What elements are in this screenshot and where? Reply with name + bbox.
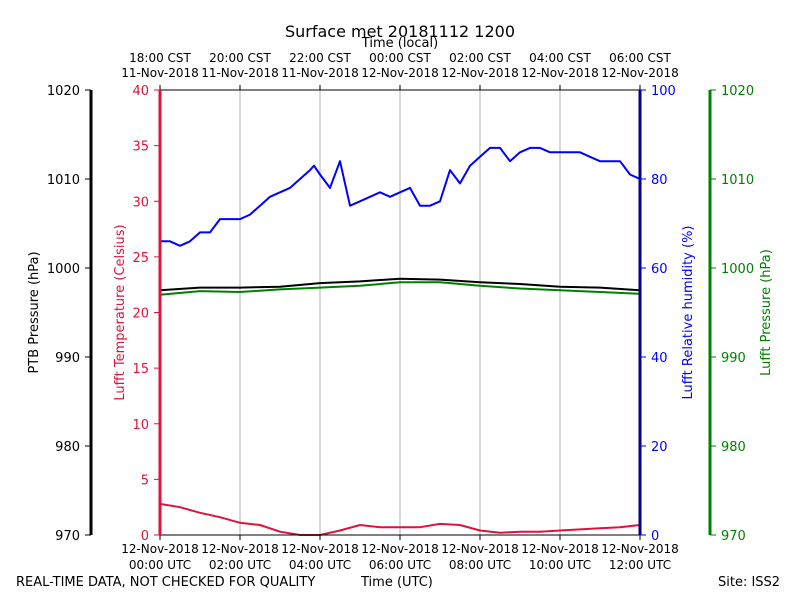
- x-tick-label-utc: 02:00 UTC: [209, 558, 271, 572]
- temperature-tick-label: 20: [132, 307, 149, 322]
- x-tick-label-utc: 04:00 UTC: [289, 558, 351, 572]
- humidity-tick-label: 60: [651, 262, 668, 277]
- humidity-tick-label: 40: [651, 351, 668, 366]
- temperature-axis-label: Lufft Temperature (Celsius): [113, 224, 128, 400]
- top-tick-label-date: 12-Nov-2018: [521, 66, 599, 80]
- top-tick-label-date: 12-Nov-2018: [361, 66, 439, 80]
- lufft-pressure-tick-label: 990: [721, 351, 746, 366]
- x-tick-label-date: 12-Nov-2018: [361, 542, 439, 556]
- lufft-pressure-tick-label: 1020: [721, 84, 754, 99]
- temperature-tick-label: 0: [141, 529, 149, 544]
- quality-disclaimer: REAL-TIME DATA, NOT CHECKED FOR QUALITY: [16, 575, 316, 590]
- x-tick-label-utc: 00:00 UTC: [129, 558, 191, 572]
- vertical-gridlines: [239, 90, 561, 535]
- top-tick-label-time: 18:00 CST: [129, 51, 191, 65]
- series-line-ptb-pressure: [159, 277, 641, 292]
- lufft-pressure-axis-label: Lufft Pressure (hPa): [759, 249, 774, 376]
- series-line-lufft-relative-humidity: [160, 146, 641, 247]
- series-line-lufft-pressure: [159, 281, 641, 296]
- top-tick-label-time: 22:00 CST: [289, 51, 351, 65]
- temperature-tick-label: 40: [132, 84, 149, 99]
- chart-title: Surface met 20181112 1200: [285, 22, 515, 41]
- humidity-tick-label: 100: [651, 84, 676, 99]
- series-line-lufft-temperature: [159, 502, 641, 536]
- x-tick-label-date: 12-Nov-2018: [201, 542, 279, 556]
- top-tick-label-time: 06:00 CST: [609, 51, 671, 65]
- top-tick-label-date: 12-Nov-2018: [441, 66, 519, 80]
- top-tick-label-date: 12-Nov-2018: [601, 66, 679, 80]
- ptb-pressure-tick-label: 990: [55, 351, 80, 366]
- humidity-tick-label: 20: [651, 440, 668, 455]
- x-tick-label-date: 12-Nov-2018: [521, 542, 599, 556]
- temperature-tick-label: 10: [132, 418, 149, 433]
- top-tick-label-time: 02:00 CST: [449, 51, 511, 65]
- lufft-pressure-tick-label: 1010: [721, 173, 754, 188]
- x-tick-label-utc: 08:00 UTC: [449, 558, 511, 572]
- site-label: Site: ISS2: [718, 575, 781, 590]
- ptb-pressure-tick-label: 1010: [47, 173, 80, 188]
- top-tick-label-date: 11-Nov-2018: [121, 66, 199, 80]
- x-tick-label-utc: 10:00 UTC: [529, 558, 591, 572]
- lufft-pressure-tick-label: 1000: [721, 262, 754, 277]
- humidity-axis-label: Lufft Relative humidity (%): [681, 225, 696, 399]
- x-tick-label-utc: 06:00 UTC: [369, 558, 431, 572]
- x-tick-label-utc: 12:00 UTC: [609, 558, 671, 572]
- temperature-tick-label: 35: [132, 140, 149, 155]
- top-axis-label: Time (local): [361, 36, 438, 51]
- top-tick-label-date: 11-Nov-2018: [201, 66, 279, 80]
- humidity-tick-label: 0: [651, 529, 659, 544]
- top-tick-label-time: 00:00 CST: [369, 51, 431, 65]
- x-tick-label-date: 12-Nov-2018: [441, 542, 519, 556]
- top-tick-label-time: 20:00 CST: [209, 51, 271, 65]
- lufft-pressure-tick-label: 970: [721, 529, 746, 544]
- top-tick-label-time: 04:00 CST: [529, 51, 591, 65]
- temperature-tick-label: 5: [141, 473, 149, 488]
- x-tick-label-date: 12-Nov-2018: [601, 542, 679, 556]
- x-axis-label: Time (UTC): [361, 575, 433, 590]
- lufft-pressure-tick-label: 980: [721, 440, 746, 455]
- x-tick-label-date: 12-Nov-2018: [121, 542, 199, 556]
- ptb-pressure-axis-label: PTB Pressure (hPa): [27, 251, 42, 373]
- top-tick-label-date: 11-Nov-2018: [281, 66, 359, 80]
- x-tick-label-date: 12-Nov-2018: [281, 542, 359, 556]
- humidity-tick-label: 80: [651, 173, 668, 188]
- ptb-pressure-tick-label: 1020: [47, 84, 80, 99]
- temperature-tick-label: 15: [132, 362, 149, 377]
- temperature-tick-label: 30: [132, 195, 149, 210]
- ptb-pressure-tick-label: 980: [55, 440, 80, 455]
- ptb-pressure-tick-label: 970: [55, 529, 80, 544]
- ptb-pressure-tick-label: 1000: [47, 262, 80, 277]
- data-series: [159, 146, 641, 536]
- temperature-tick-label: 25: [132, 251, 149, 266]
